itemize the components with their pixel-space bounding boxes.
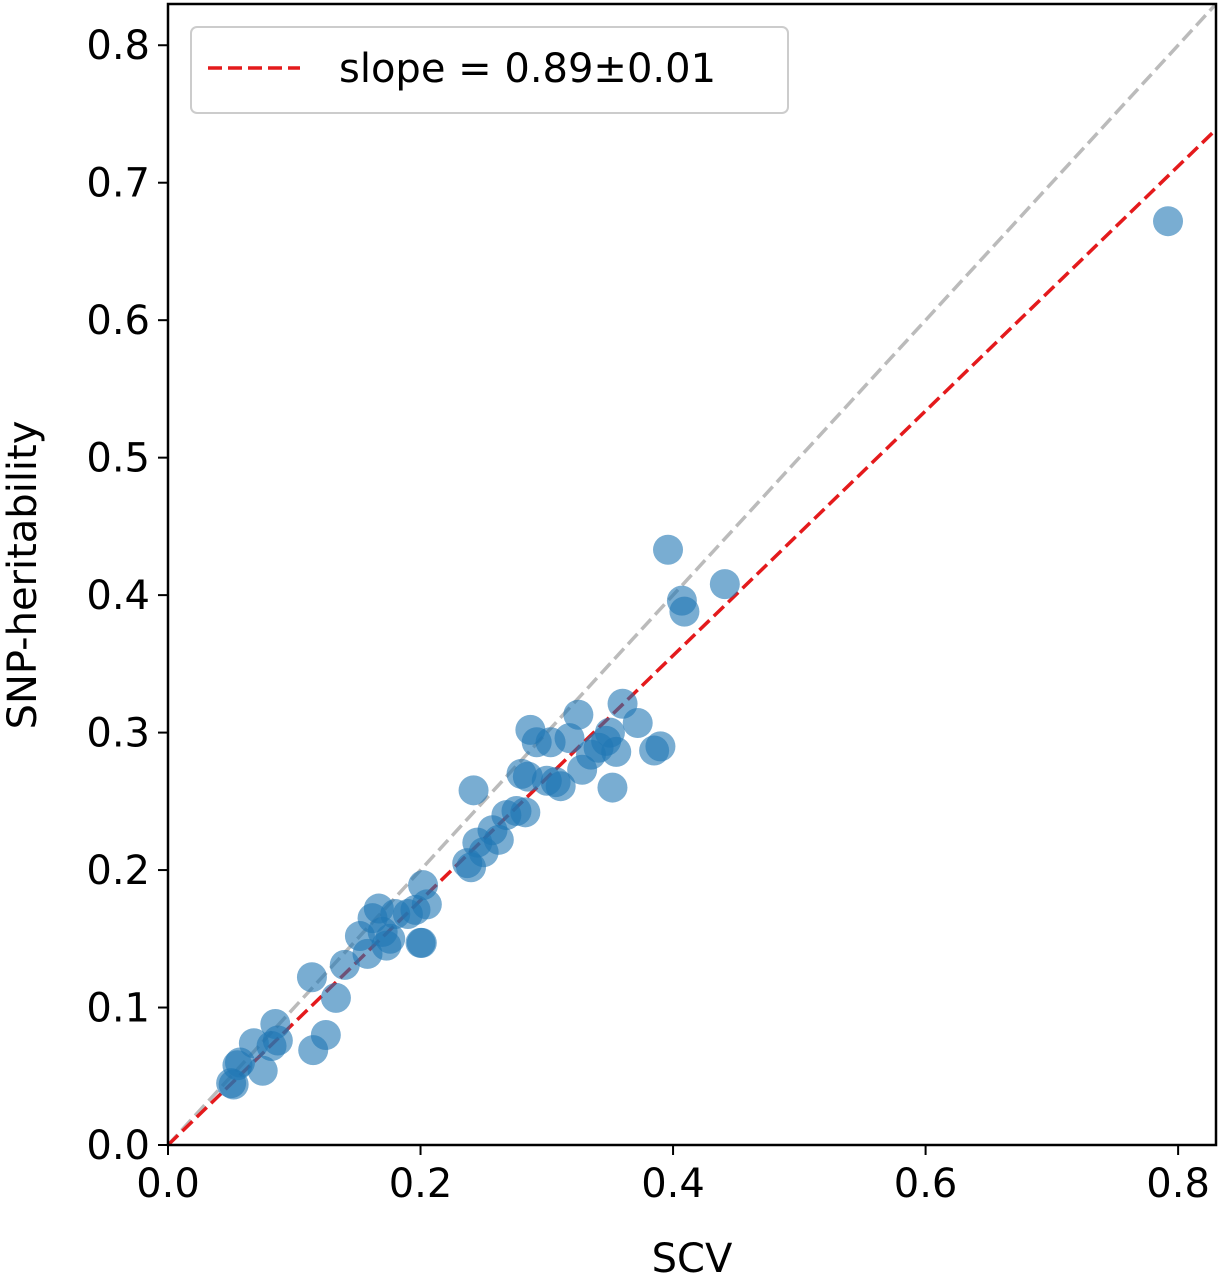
legend: slope = 0.89±0.01 — [190, 26, 789, 114]
data-point — [310, 1020, 341, 1051]
data-point — [669, 596, 700, 627]
data-point — [375, 923, 406, 954]
y-tick-label: 0.8 — [86, 23, 150, 69]
x-tick-label: 0.0 — [136, 1161, 200, 1207]
plot-frame — [166, 2, 1218, 1147]
y-tick-label: 0.6 — [86, 298, 150, 344]
y-tick-label: 0.0 — [86, 1123, 150, 1169]
data-point — [483, 824, 514, 855]
x-tick-label: 0.4 — [641, 1161, 705, 1207]
data-point — [545, 771, 576, 802]
data-point — [411, 889, 442, 920]
identity-line — [166, 2, 1218, 1147]
data-point — [597, 772, 628, 803]
y-tick-label: 0.4 — [86, 573, 150, 619]
data-point — [645, 731, 676, 762]
data-points — [216, 206, 1184, 1100]
x-tick-label: 0.8 — [1146, 1161, 1210, 1207]
data-point — [329, 949, 360, 980]
legend-label: slope = 0.89±0.01 — [339, 46, 716, 92]
y-axis-label: SNP-heritability — [0, 421, 46, 730]
y-tick-label: 0.5 — [86, 436, 150, 482]
legend-box — [190, 26, 789, 114]
data-point — [320, 982, 351, 1013]
data-point — [262, 1025, 293, 1056]
x-tick-label: 0.2 — [389, 1161, 453, 1207]
data-point — [653, 534, 684, 565]
y-tick-label: 0.1 — [86, 986, 150, 1032]
data-point — [510, 797, 541, 828]
data-point — [563, 699, 594, 730]
data-point — [406, 927, 437, 958]
data-point — [247, 1055, 278, 1086]
x-axis-label: SCV — [652, 1236, 733, 1280]
data-point — [1153, 206, 1184, 237]
data-point — [296, 962, 327, 993]
y-tick-label: 0.7 — [86, 161, 150, 207]
data-point — [709, 569, 740, 600]
data-point — [458, 775, 489, 806]
x-axis: 0.0 0.2 0.4 0.6 0.8 — [136, 1145, 1210, 1207]
x-tick-label: 0.6 — [894, 1161, 958, 1207]
y-tick-label: 0.2 — [86, 848, 150, 894]
y-tick-label: 0.3 — [86, 711, 150, 757]
data-point — [622, 707, 653, 738]
y-axis: 0.0 0.1 0.2 0.3 0.4 0.5 0.6 0.7 0.8 — [86, 23, 168, 1169]
data-point — [601, 736, 632, 767]
data-point — [554, 723, 585, 754]
